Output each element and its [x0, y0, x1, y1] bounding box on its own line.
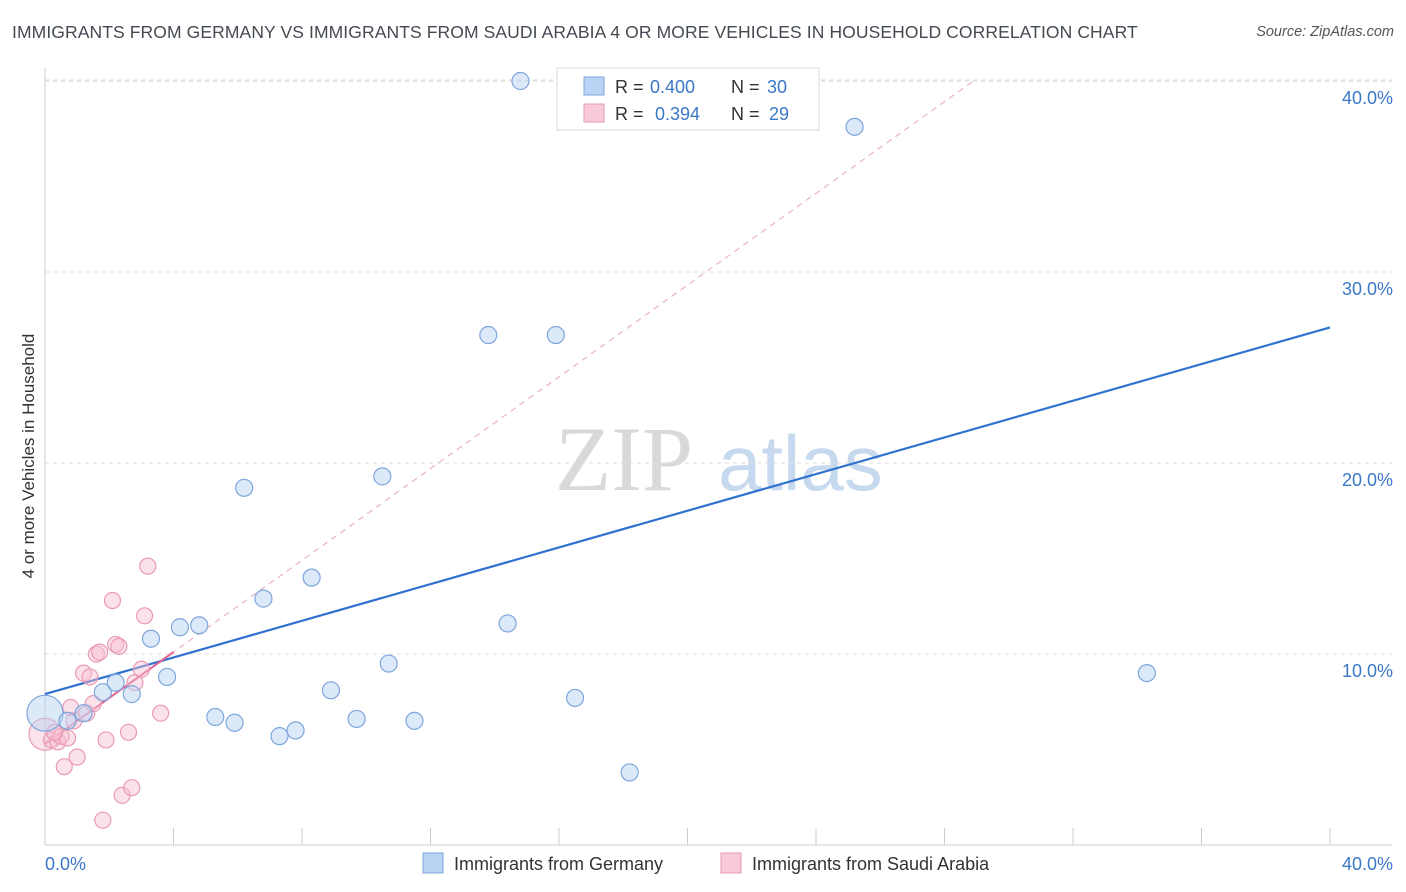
saudi-point — [139, 557, 157, 575]
germany-point — [565, 688, 585, 708]
x-ticks — [44, 828, 1331, 845]
germany-point — [379, 654, 398, 673]
germany-point — [26, 694, 64, 732]
germany-point — [270, 727, 289, 746]
germany-r-label: R = — [615, 77, 644, 97]
germany-point — [498, 614, 517, 633]
germany-n-value: 30 — [767, 77, 787, 97]
germany-point — [225, 713, 244, 732]
saudi-point — [81, 668, 99, 686]
germany-point — [347, 709, 366, 729]
germany-point — [546, 325, 565, 345]
germany-point — [106, 673, 125, 692]
germany-point — [1137, 663, 1156, 683]
watermark-zip: ZIP — [555, 408, 693, 510]
germany-point — [620, 763, 639, 782]
germany-point — [141, 629, 161, 648]
germany-point — [321, 681, 341, 700]
source-label: Source: ZipAtlas.com — [1256, 24, 1394, 40]
germany-point — [405, 711, 424, 730]
germany-point — [511, 71, 530, 91]
y-tick-labels: 10.0% 20.0% 30.0% 40.0% — [1342, 88, 1393, 681]
saudi-point — [68, 748, 86, 766]
saudi-trend-extended — [44, 80, 974, 745]
germany-point — [286, 721, 305, 740]
x-tick-label-max: 40.0% — [1342, 854, 1393, 874]
germany-point — [157, 667, 177, 687]
saudi-point — [94, 811, 112, 829]
saudi-point — [97, 731, 115, 749]
germany-point — [373, 467, 392, 486]
x-tick-label-min: 0.0% — [45, 854, 86, 874]
germany-point — [845, 117, 864, 136]
legend-germany-label: Immigrants from Germany — [454, 854, 663, 874]
germany-swatch — [583, 76, 605, 96]
saudi-point — [110, 637, 128, 655]
y-axis-label: 4 or more Vehicles in Household — [19, 334, 38, 579]
saudi-r-value: 0.394 — [655, 104, 700, 124]
legend-saudi-label-swatch — [720, 852, 742, 874]
saudi-point — [152, 704, 170, 722]
series-legend: Immigrants from Germany Immigrants from … — [422, 852, 990, 874]
legend-saudi-label: Immigrants from Saudi Arabia — [752, 854, 990, 874]
germany-point — [190, 616, 209, 635]
germany-point — [254, 589, 273, 608]
saudi-swatch — [583, 103, 605, 123]
germany-point — [302, 568, 321, 587]
germany-trend-line — [44, 326, 1331, 696]
saudi-point — [135, 607, 154, 625]
saudi-r-label: R = — [615, 104, 644, 124]
legend-germany-swatch — [422, 852, 444, 874]
germany-point — [74, 704, 93, 723]
saudi-point — [91, 643, 109, 661]
saudi-point — [119, 723, 138, 741]
germany-point — [93, 683, 112, 702]
saudi-point — [123, 779, 141, 797]
germany-point — [235, 478, 254, 497]
chart-title: IMMIGRANTS FROM GERMANY VS IMMIGRANTS FR… — [12, 22, 1138, 42]
y-tick-label: 10.0% — [1342, 661, 1393, 681]
saudi-n-value: 29 — [769, 104, 789, 124]
saudi-point — [132, 660, 150, 678]
saudi-point — [55, 758, 73, 776]
germany-r-value: 0.400 — [650, 77, 695, 97]
data-points — [26, 71, 1156, 829]
germany-n-label: N = — [731, 77, 760, 97]
watermark: ZIP atlas — [555, 408, 883, 510]
germany-point — [170, 618, 190, 637]
stats-legend: R = 0.400 N = 30 R = 0.394 N = 29 — [556, 67, 820, 131]
germany-point — [206, 707, 225, 727]
saudi-n-label: N = — [731, 104, 760, 124]
germany-point — [122, 685, 141, 704]
saudi-point — [103, 591, 122, 610]
y-tick-label: 40.0% — [1342, 88, 1393, 108]
germany-point — [58, 711, 77, 730]
x-tick-labels: 0.0% 40.0% — [45, 854, 1393, 874]
y-tick-label: 20.0% — [1342, 470, 1393, 490]
y-tick-label: 30.0% — [1342, 279, 1393, 299]
germany-point — [479, 325, 498, 345]
